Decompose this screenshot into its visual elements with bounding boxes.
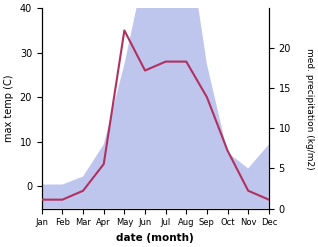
Y-axis label: med. precipitation (kg/m2): med. precipitation (kg/m2) [305,48,314,169]
Y-axis label: max temp (C): max temp (C) [4,75,14,142]
X-axis label: date (month): date (month) [116,233,194,243]
